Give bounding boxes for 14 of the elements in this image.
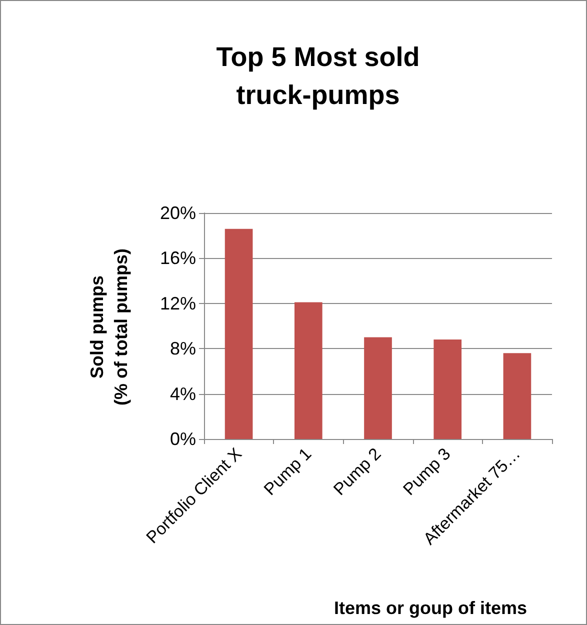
bar: [434, 340, 462, 439]
chart-title: Top 5 Most sold truck-pumps: [216, 42, 420, 110]
y-tick-label: 4%: [170, 384, 196, 404]
y-tick-label: 20%: [160, 203, 196, 223]
y-tick-label: 12%: [160, 293, 196, 314]
bar: [224, 228, 253, 439]
bar: [503, 353, 532, 439]
y-tick-label: 16%: [160, 248, 196, 268]
bar: [294, 302, 322, 439]
x-axis-title: Items or goup of items: [334, 598, 528, 618]
y-axis-title: Sold pumps (% of total pumps): [87, 248, 131, 406]
y-tick-label: 0%: [170, 429, 196, 449]
bar: [364, 337, 392, 439]
y-tick-label: 8%: [170, 338, 196, 359]
